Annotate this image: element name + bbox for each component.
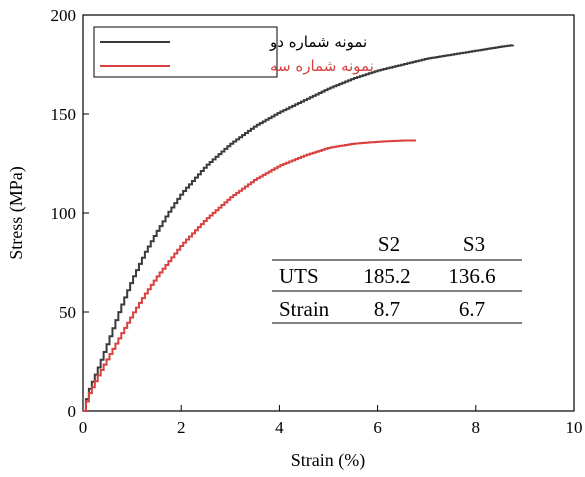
series-line-sample-3 bbox=[83, 139, 416, 412]
summary-table: S2 S3 UTS 185.2 136.6 Strain 8.7 6.7 bbox=[272, 232, 522, 324]
y-tick-label: 0 bbox=[68, 402, 77, 421]
x-tick-label: 2 bbox=[177, 418, 186, 437]
legend-label-sample-2: نمونه شماره دو bbox=[269, 33, 367, 51]
table-row-strain-s2: 8.7 bbox=[374, 297, 400, 321]
table-header-s2: S2 bbox=[378, 232, 400, 256]
legend-box bbox=[93, 26, 278, 78]
legend: نمونه شماره دو نمونه شماره سه bbox=[93, 26, 374, 78]
series-line-sample-2 bbox=[83, 44, 515, 412]
x-tick-label: 4 bbox=[275, 418, 284, 437]
table-row-uts-s2: 185.2 bbox=[363, 264, 410, 288]
table-row-strain-s3: 6.7 bbox=[459, 297, 485, 321]
y-tick-label: 50 bbox=[59, 303, 76, 322]
y-tick-label: 200 bbox=[51, 6, 77, 25]
x-tick-label: 6 bbox=[373, 418, 382, 437]
x-tick-label: 0 bbox=[79, 418, 88, 437]
y-axis-ticks: 0 50 100 150 200 bbox=[51, 6, 89, 421]
series-layer bbox=[83, 44, 515, 412]
x-tick-label: 8 bbox=[472, 418, 481, 437]
x-axis-ticks: 0 2 4 6 8 10 bbox=[79, 405, 583, 437]
y-tick-label: 100 bbox=[51, 204, 77, 223]
y-axis-title: Stress (MPa) bbox=[6, 166, 27, 260]
table-header-s3: S3 bbox=[463, 232, 485, 256]
y-tick-label: 150 bbox=[51, 105, 77, 124]
x-tick-label: 10 bbox=[566, 418, 583, 437]
table-row-uts-label: UTS bbox=[279, 264, 319, 288]
table-row-strain-label: Strain bbox=[279, 297, 330, 321]
table-row-uts-s3: 136.6 bbox=[448, 264, 495, 288]
x-axis-title: Strain (%) bbox=[291, 450, 365, 471]
legend-label-sample-3: نمونه شماره سه bbox=[270, 57, 374, 75]
